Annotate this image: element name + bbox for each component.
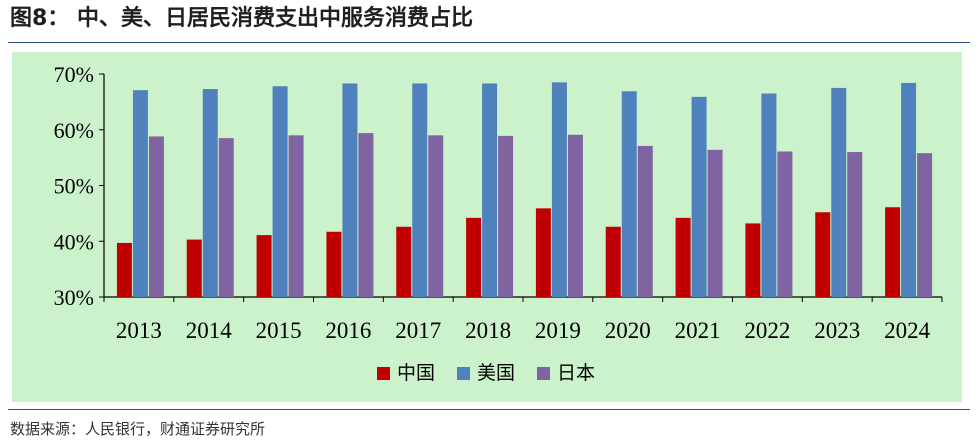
legend-label-japan: 日本 <box>557 362 595 384</box>
y-tick-label: 30% <box>54 285 94 310</box>
x-tick-label: 2024 <box>884 318 931 343</box>
legend-swatch-china <box>377 367 390 380</box>
bar-japan-2018 <box>498 135 514 297</box>
bar-china-2020 <box>605 226 621 297</box>
x-tick-label: 2023 <box>814 318 860 343</box>
bar-japan-2014 <box>218 138 234 297</box>
bar-china-2019 <box>535 208 551 297</box>
bar-japan-2013 <box>148 136 164 297</box>
legend-label-china: 中国 <box>397 362 435 384</box>
bar-usa-2023 <box>831 87 847 297</box>
x-tick-label: 2019 <box>535 318 581 343</box>
source-divider <box>8 409 970 410</box>
bar-japan-2024 <box>917 153 933 297</box>
bar-japan-2020 <box>637 145 653 297</box>
bar-china-2016 <box>326 231 342 297</box>
bar-china-2022 <box>745 223 761 297</box>
bar-japan-2015 <box>288 135 304 297</box>
bar-usa-2016 <box>342 83 358 297</box>
bar-usa-2021 <box>691 96 707 297</box>
figure-number: 图8： <box>10 6 70 31</box>
x-tick-label: 2013 <box>116 318 162 343</box>
bar-japan-2022 <box>777 151 793 297</box>
bar-japan-2016 <box>358 133 374 297</box>
bar-japan-2017 <box>428 135 444 297</box>
x-tick-label: 2020 <box>605 318 651 343</box>
x-tick-label: 2022 <box>744 318 790 343</box>
bar-usa-2019 <box>551 82 567 297</box>
bar-china-2018 <box>466 217 482 297</box>
bar-china-2013 <box>116 242 132 297</box>
legend-swatch-japan <box>537 367 550 380</box>
bar-usa-2018 <box>482 83 498 297</box>
data-source-note: 数据来源：人民银行，财通证券研究所 <box>10 420 266 438</box>
y-tick-label: 60% <box>54 118 94 143</box>
bar-china-2023 <box>815 212 831 297</box>
legend-swatch-usa <box>457 367 470 380</box>
y-tick-label: 40% <box>54 229 94 254</box>
legend-label-usa: 美国 <box>477 362 515 384</box>
bar-japan-2023 <box>847 152 863 297</box>
bar-japan-2021 <box>707 149 723 297</box>
chart-container: 30% 40% 50% 60% 70% 2013 2014 2015 2016 2017 2018 2… <box>12 52 962 402</box>
y-tick-label: 50% <box>54 174 94 199</box>
figure-title: 图8： 中、美、日居民消费支出中服务消费占比 <box>10 2 473 36</box>
bar-china-2015 <box>256 235 272 297</box>
bar-china-2017 <box>396 226 412 297</box>
figure-title-text: 中、美、日居民消费支出中服务消费占比 <box>76 6 473 31</box>
bar-usa-2015 <box>272 86 288 297</box>
bar-usa-2017 <box>412 83 428 297</box>
x-tick-label: 2016 <box>325 318 371 343</box>
x-tick-label: 2014 <box>186 318 233 343</box>
x-tick-label: 2015 <box>256 318 302 343</box>
y-tick-label: 70% <box>54 62 94 87</box>
bar-usa-2014 <box>202 89 218 297</box>
x-tick-label: 2017 <box>395 318 441 343</box>
bar-japan-2019 <box>567 134 583 297</box>
title-divider <box>8 42 970 43</box>
bar-usa-2020 <box>621 91 637 297</box>
bar-usa-2024 <box>901 82 917 297</box>
bar-usa-2022 <box>761 93 777 297</box>
bar-china-2024 <box>885 207 901 297</box>
bar-chart: 30% 40% 50% 60% 70% 2013 2014 2015 2016 2017 2018 2… <box>12 52 962 402</box>
bar-china-2014 <box>186 239 202 297</box>
bar-usa-2013 <box>132 90 148 297</box>
bar-china-2021 <box>675 217 691 297</box>
x-tick-label: 2018 <box>465 318 511 343</box>
x-tick-label: 2021 <box>675 318 721 343</box>
